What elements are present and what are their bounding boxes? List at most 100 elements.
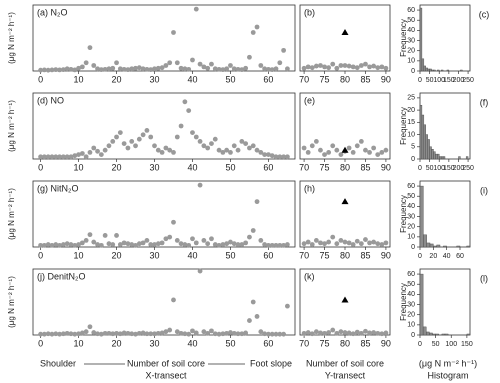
point <box>83 60 89 66</box>
point <box>224 66 230 72</box>
point <box>193 6 199 12</box>
x-tick-label: 60 <box>263 74 273 84</box>
point <box>60 154 66 160</box>
x-tick-label: 30 <box>149 74 159 84</box>
point <box>125 67 131 73</box>
point <box>182 331 188 337</box>
panel-label: (h) <box>304 183 315 193</box>
point <box>383 240 389 246</box>
point <box>209 236 214 242</box>
point <box>121 240 127 246</box>
point <box>281 154 287 160</box>
point <box>358 241 364 247</box>
point <box>197 139 203 144</box>
point <box>212 66 218 72</box>
panel-label: (l) <box>480 273 488 283</box>
point <box>235 331 241 337</box>
point <box>64 241 70 247</box>
point <box>136 136 142 142</box>
point <box>247 145 252 151</box>
y-axis-label: (μg N m⁻² h⁻¹) <box>7 12 16 64</box>
point <box>68 66 74 72</box>
point <box>76 331 81 337</box>
hist-bar <box>458 156 461 160</box>
hist-bar <box>437 69 440 72</box>
footer-label: Number of soil core <box>127 358 205 368</box>
point <box>155 241 161 247</box>
point <box>68 242 74 247</box>
x-tick-label: 90 <box>381 74 391 84</box>
point <box>144 238 150 243</box>
point <box>330 234 336 240</box>
y-tick-label: 60 <box>407 183 415 190</box>
point <box>318 147 323 153</box>
point <box>254 199 260 205</box>
point <box>220 242 226 247</box>
x-tick-label: 30 <box>149 338 159 348</box>
point <box>228 330 233 335</box>
point <box>57 67 62 73</box>
footer-label: Foot slope <box>250 358 292 368</box>
point <box>125 145 131 151</box>
x-tick-label: 70 <box>299 250 309 260</box>
point <box>239 67 245 73</box>
point <box>68 331 74 337</box>
point <box>338 152 344 158</box>
point <box>171 150 176 155</box>
point <box>363 147 368 153</box>
point <box>235 147 241 153</box>
plot-frame <box>419 268 471 336</box>
point <box>83 154 89 160</box>
point <box>129 66 135 72</box>
point <box>53 331 59 337</box>
hist-bar <box>429 68 432 72</box>
point <box>106 330 112 336</box>
x-tick-label: 20 <box>112 162 122 172</box>
point <box>87 232 93 238</box>
point <box>193 240 199 246</box>
point <box>239 139 245 144</box>
point <box>159 240 165 246</box>
x-tick-label: 75 <box>320 74 330 84</box>
point <box>45 67 51 73</box>
point <box>148 134 154 140</box>
point <box>117 331 123 337</box>
hist-bar <box>423 124 426 160</box>
point <box>91 63 97 68</box>
point <box>79 330 85 336</box>
point <box>231 241 237 247</box>
x-tick-label: 85 <box>360 338 370 348</box>
point <box>148 242 154 247</box>
point <box>350 331 356 337</box>
hist-bar <box>429 146 432 160</box>
point <box>367 150 372 155</box>
triangle-point <box>341 296 349 303</box>
point <box>273 66 279 72</box>
x-tick-label: 50 <box>225 338 235 348</box>
point <box>247 234 252 240</box>
x-tick-label: 250 <box>462 165 474 172</box>
point <box>178 241 184 247</box>
point <box>346 63 352 69</box>
x-tick-label: 0 <box>418 253 422 260</box>
plot-frame <box>32 180 296 248</box>
point <box>159 330 165 336</box>
point <box>117 242 123 247</box>
point <box>383 330 389 336</box>
point <box>205 145 211 151</box>
point <box>266 152 271 158</box>
point <box>178 330 184 336</box>
point <box>371 239 377 245</box>
x-tick-label: 80 <box>340 250 350 260</box>
x-tick-label: 50 <box>225 74 235 84</box>
x-tick-label: 40 <box>187 250 197 260</box>
hist-bar <box>444 333 449 336</box>
y-axis-label: Frequency <box>399 283 408 321</box>
hist-bar <box>460 69 463 72</box>
x-tick-label: 0 <box>418 341 422 348</box>
point <box>354 329 360 335</box>
point <box>243 65 249 71</box>
point <box>205 330 211 336</box>
point <box>358 330 364 336</box>
point <box>110 331 116 337</box>
